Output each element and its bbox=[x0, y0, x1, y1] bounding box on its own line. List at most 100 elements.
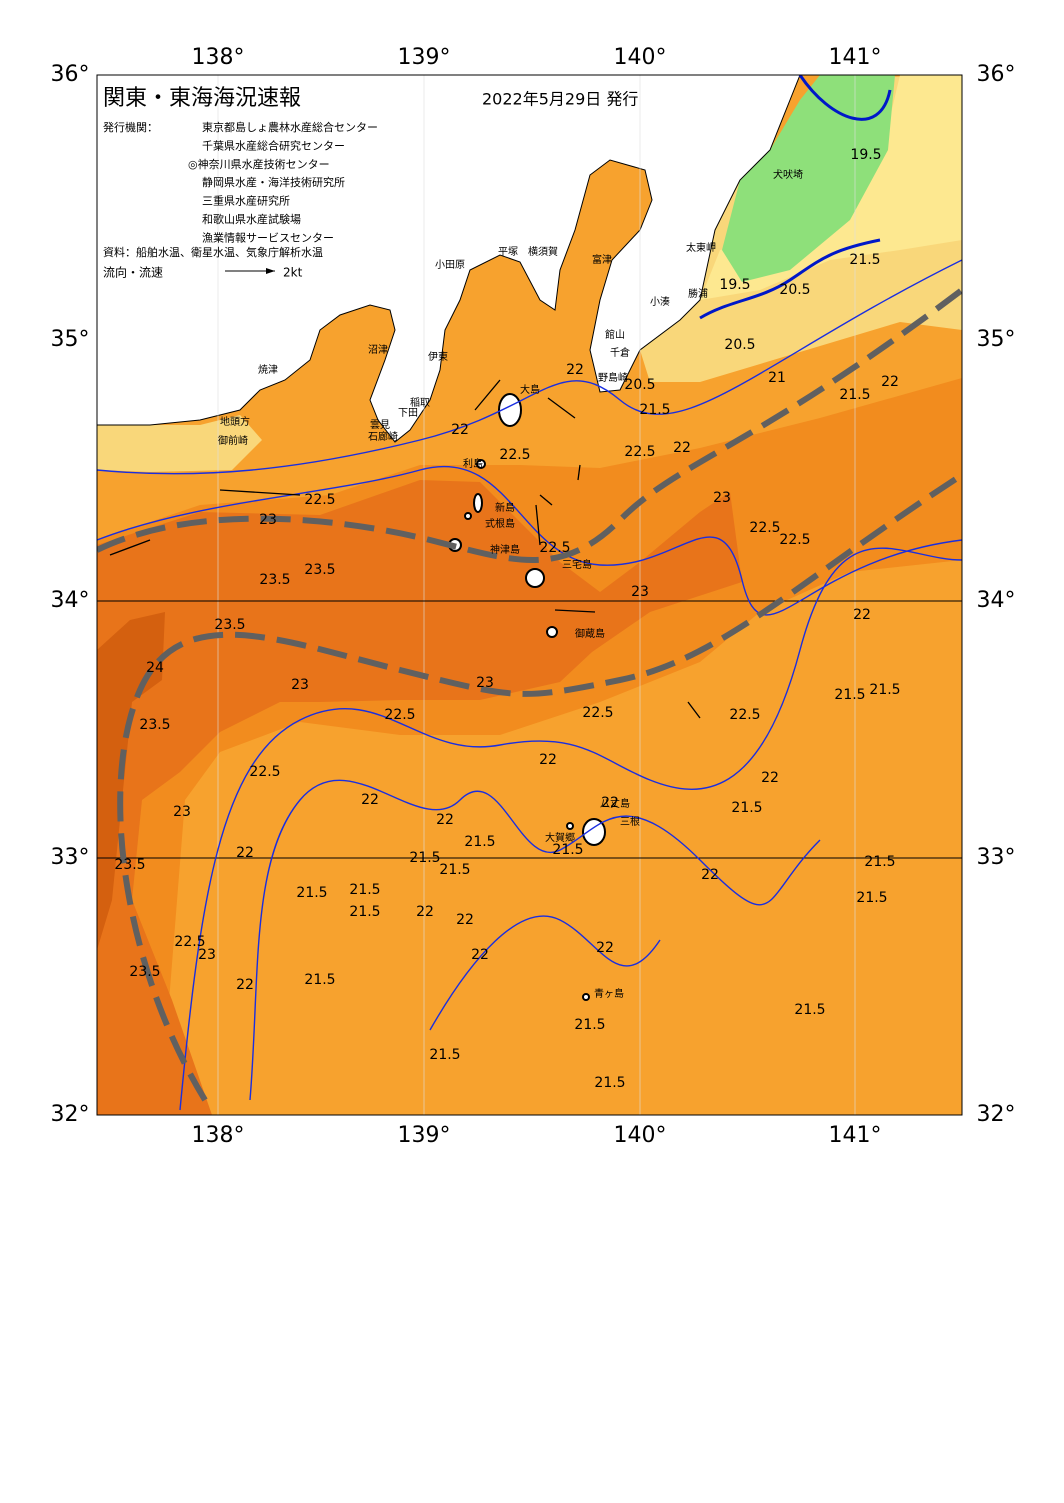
place-name: 大島 bbox=[520, 383, 540, 396]
place-name: 勝浦 bbox=[688, 287, 708, 300]
place-name: 大賀郷 bbox=[545, 831, 575, 844]
current-arrow bbox=[219, 489, 301, 496]
isotherm-label: 21.5 bbox=[349, 904, 380, 920]
island bbox=[525, 568, 545, 588]
isotherm-label: 19.5 bbox=[850, 147, 881, 163]
place-name: 御前崎 bbox=[218, 434, 248, 447]
isotherm-label: 21.5 bbox=[296, 885, 327, 901]
legend-label: 流向・流速 bbox=[103, 265, 163, 280]
zone-cold bbox=[722, 75, 895, 282]
isotherm-label: 22.5 bbox=[729, 707, 760, 723]
isotherm-label: 23.5 bbox=[259, 572, 290, 588]
isotherm-label: 20.5 bbox=[724, 337, 755, 353]
isotherm-label: 23.5 bbox=[129, 964, 160, 980]
isotherm-label: 22 bbox=[456, 912, 474, 928]
island bbox=[566, 822, 574, 830]
current-arrow bbox=[535, 504, 541, 546]
isotherm-label: 21.5 bbox=[349, 882, 380, 898]
land bbox=[97, 75, 801, 443]
zone-24 bbox=[97, 612, 165, 950]
isotherm-label: 23.5 bbox=[214, 617, 245, 633]
isotherm-label: 22 bbox=[601, 795, 619, 811]
place-name: 下田 bbox=[398, 408, 418, 419]
publisher-item: 静岡県水産・海洋技術研究所 bbox=[202, 175, 345, 189]
place-name: 八丈島 bbox=[600, 797, 630, 810]
isotherm-label: 21.5 bbox=[849, 252, 880, 268]
isotherm-label: 22.5 bbox=[582, 705, 613, 721]
publisher-item: 東京都島しょ農林水産総合センター bbox=[202, 120, 378, 134]
publisher-label: 発行機関： bbox=[103, 120, 158, 134]
isotherm-label: 22.5 bbox=[779, 532, 810, 548]
lon-label: 140° bbox=[614, 45, 667, 70]
place-name: 犬吠埼 bbox=[773, 168, 803, 181]
isotherm-label: 23 bbox=[259, 512, 277, 528]
isotherm-lines bbox=[97, 75, 962, 1111]
isotherm-line bbox=[699, 238, 881, 320]
place-name: 館山 bbox=[605, 328, 625, 341]
isotherm-label: 21.5 bbox=[409, 850, 440, 866]
place-name: 地頭方 bbox=[220, 415, 250, 428]
isotherm-label: 23.5 bbox=[114, 857, 145, 873]
isotherm-label: 21.5 bbox=[594, 1075, 625, 1091]
kuroshio-line bbox=[97, 287, 962, 563]
isotherm-label: 22 bbox=[236, 845, 254, 861]
lat-label: 36° bbox=[977, 62, 1016, 87]
isotherm-label: 21.5 bbox=[834, 687, 865, 703]
issue-date: 2022年5月29日 発行 bbox=[482, 90, 638, 109]
isotherm-label: 21.5 bbox=[856, 890, 887, 906]
place-name: 伊東 bbox=[428, 350, 448, 363]
isotherm-label: 22 bbox=[539, 752, 557, 768]
place-name: 横須賀 bbox=[528, 245, 558, 258]
isotherm-label: 23 bbox=[631, 584, 649, 600]
isotherm-label: 22.5 bbox=[539, 540, 570, 556]
place-name: 三根 bbox=[620, 815, 640, 828]
isotherm-label: 21.5 bbox=[864, 854, 895, 870]
isotherm-label: 21 bbox=[768, 370, 786, 386]
place-name: 太東岬 bbox=[686, 241, 716, 254]
isotherm-label: 22 bbox=[236, 977, 254, 993]
place-name: 稲取 bbox=[410, 397, 430, 409]
isotherm-label: 22 bbox=[471, 947, 489, 963]
isotherm-label: 21.5 bbox=[839, 387, 870, 403]
isotherm-label: 22.5 bbox=[749, 520, 780, 536]
place-name: 富津 bbox=[592, 253, 612, 266]
isotherm-label: 21.5 bbox=[869, 682, 900, 698]
isotherm-label: 21.5 bbox=[731, 800, 762, 816]
island bbox=[476, 459, 486, 469]
place-name: 神津島 bbox=[490, 543, 520, 556]
isotherm-label: 21.5 bbox=[639, 402, 670, 418]
island bbox=[464, 512, 472, 520]
isotherm-label: 22 bbox=[853, 607, 871, 623]
isotherm-label: 21.5 bbox=[304, 972, 335, 988]
isotherm-label: 22 bbox=[451, 422, 469, 438]
lon-label: 138° bbox=[192, 45, 245, 70]
current-arrow bbox=[109, 539, 151, 556]
legend-arrowhead bbox=[266, 268, 275, 274]
place-name: 青ヶ島 bbox=[594, 987, 624, 1000]
isotherm-label: 23 bbox=[173, 804, 191, 820]
isotherm-line bbox=[179, 547, 962, 1111]
isotherm-label: 20.5 bbox=[779, 282, 810, 298]
isotherm-line bbox=[249, 779, 821, 1101]
lat-label: 32° bbox=[51, 1102, 90, 1127]
lon-label: 141° bbox=[829, 1123, 882, 1148]
lon-label: 138° bbox=[192, 1123, 245, 1148]
zone-cool bbox=[97, 415, 262, 472]
current-arrow bbox=[474, 379, 501, 411]
isotherm-label: 22.5 bbox=[304, 492, 335, 508]
current-arrow bbox=[687, 701, 701, 719]
isotherm-label: 22.5 bbox=[249, 764, 280, 780]
island bbox=[582, 818, 606, 846]
place-name: 野島崎 bbox=[598, 371, 628, 384]
lon-label: 140° bbox=[614, 1123, 667, 1148]
isotherm-line bbox=[429, 915, 661, 1031]
current-arrow bbox=[554, 609, 596, 613]
lat-label: 34° bbox=[51, 588, 90, 613]
isotherm-label: 19.5 bbox=[719, 277, 750, 293]
publisher-item: 和歌山県水産試験場 bbox=[202, 212, 301, 226]
legend-speed: 2kt bbox=[283, 266, 303, 280]
place-name: 利島 bbox=[463, 457, 483, 470]
isotherm-label: 20.5 bbox=[624, 377, 655, 393]
isotherm-label: 22 bbox=[416, 904, 434, 920]
